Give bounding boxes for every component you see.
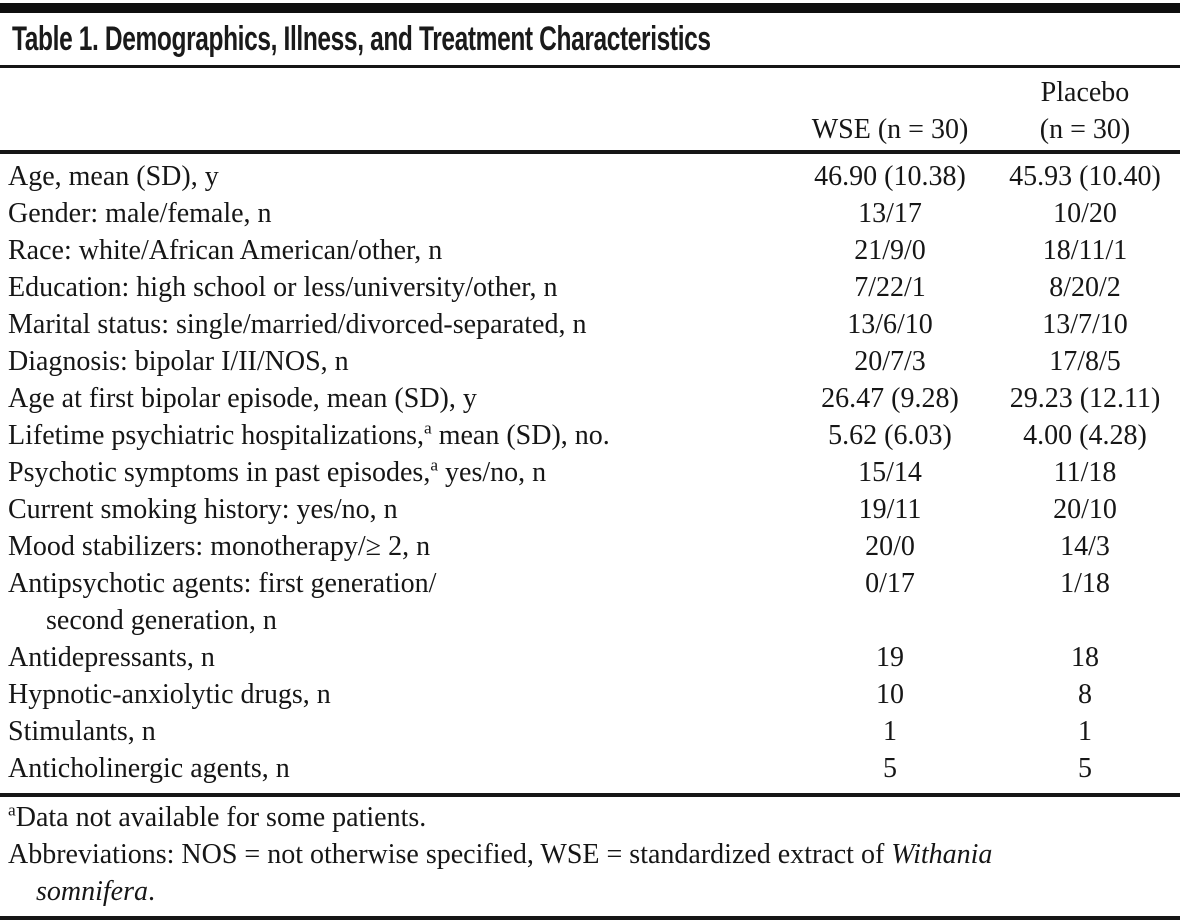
wse-value: 20/7/3 [854,346,926,377]
footnotes: aData not available for some patients. A… [0,797,1180,916]
wse-value: 19/11 [858,494,922,525]
table-row: Education: high school or less/universit… [0,269,1180,306]
table-row: Diagnosis: bipolar I/II/NOS, n 20/7/3 17… [0,343,1180,380]
table-row: Mood stabilizers: monotherapy/≥ 2, n 20/… [0,528,1180,565]
wse-value: 1 [883,716,897,747]
wse-value: 13/6/10 [847,309,933,340]
row-label: Current smoking history: yes/no, n [8,494,398,525]
footnote-marker: a [430,455,439,475]
table-row: Marital status: single/married/divorced-… [0,306,1180,343]
table-row: Stimulants, n 1 1 [0,713,1180,750]
placebo-value: 18 [1071,642,1099,673]
placebo-value: 5 [1078,753,1092,784]
table-row: Race: white/African American/other, n 21… [0,232,1180,269]
row-label: Age at first bipolar episode, mean (SD),… [8,383,477,414]
wse-value: 21/9/0 [854,235,926,266]
table-row: Age at first bipolar episode, mean (SD),… [0,380,1180,417]
column-header-placebo-line1: Placebo [1040,77,1130,108]
row-label: Race: white/African American/other, n [8,235,443,266]
wse-value: 7/22/1 [854,272,926,303]
placebo-value: 10/20 [1053,198,1117,229]
footnote-a: aData not available for some patients. [8,800,427,833]
footnote-abbreviations-line2: somnifera. [36,876,155,907]
footnote-abbreviations-line1: Abbreviations: NOS = not otherwise speci… [8,839,993,870]
row-label: Anticholinergic agents, n [8,753,290,784]
column-header-wse: WSE (n = 30) [811,114,969,145]
table-row: Current smoking history: yes/no, n 19/11… [0,491,1180,528]
species-name-italic: Withania [891,839,993,870]
table-row: Antipsychotic agents: first generation/ … [0,565,1180,639]
placebo-value: 8 [1078,679,1092,710]
wse-value: 10 [876,679,904,710]
placebo-value: 4.00 (4.28) [1023,420,1147,451]
row-label-continuation: second generation, n [46,605,277,636]
row-label: Antidepressants, n [8,642,215,673]
row-label: Diagnosis: bipolar I/II/NOS, n [8,346,349,377]
table-row: Anticholinergic agents, n 5 5 [0,750,1180,787]
wse-value: 20/0 [865,531,915,562]
table-row: Antidepressants, n 19 18 [0,639,1180,676]
wse-value: 19 [876,642,904,673]
wse-value: 5.62 (6.03) [828,420,952,451]
column-header-placebo: Placebo (n = 30) [990,74,1180,148]
divider [0,916,1180,920]
table-row: Age, mean (SD), y 46.90 (10.38) 45.93 (1… [0,158,1180,195]
row-label: Psychotic symptoms in past episodes,a ye… [8,455,547,488]
table-row: Hypnotic-anxiolytic drugs, n 10 8 [0,676,1180,713]
wse-value: 15/14 [858,457,922,488]
wse-value: 26.47 (9.28) [821,383,959,414]
row-label: Age, mean (SD), y [8,161,219,192]
placebo-value: 8/20/2 [1049,272,1121,303]
placebo-value: 17/8/5 [1049,346,1121,377]
table-row: Gender: male/female, n 13/17 10/20 [0,195,1180,232]
wse-value: 13/17 [858,198,922,229]
wse-value: 0/17 [865,568,915,599]
placebo-value: 18/11/1 [1042,235,1128,266]
row-label: Hypnotic-anxiolytic drugs, n [8,679,331,710]
placebo-value: 45.93 (10.40) [1009,161,1161,192]
row-label: Mood stabilizers: monotherapy/≥ 2, n [8,531,431,562]
column-header-placebo-line2: (n = 30) [1039,114,1131,145]
placebo-value: 29.23 (12.11) [1009,383,1161,414]
row-label: Lifetime psychiatric hospitalizations,a … [8,418,610,451]
row-label: Education: high school or less/universit… [8,272,558,303]
divider [0,150,1180,154]
table-title: Table 1. Demographics, Illness, and Trea… [12,19,711,58]
table-row: Psychotic symptoms in past episodes,a ye… [0,454,1180,491]
divider [0,65,1180,68]
placebo-value: 13/7/10 [1042,309,1128,340]
row-label: Marital status: single/married/divorced-… [8,309,587,340]
top-bar [0,3,1180,13]
placebo-value: 20/10 [1053,494,1117,525]
table-title-band: Table 1. Demographics, Illness, and Trea… [0,13,1180,65]
placebo-value: 11/18 [1053,457,1117,488]
placebo-value: 1/18 [1060,568,1110,599]
row-label: Stimulants, n [8,716,156,747]
column-header-row: WSE (n = 30) Placebo (n = 30) [0,68,1180,150]
footnote-marker: a [424,418,432,438]
row-label: Antipsychotic agents: first generation/ … [0,565,790,639]
placebo-value: 14/3 [1060,531,1110,562]
table-row: Lifetime psychiatric hospitalizations,a … [0,417,1180,454]
wse-value: 5 [883,753,897,784]
placebo-value: 1 [1078,716,1092,747]
table-body: Age, mean (SD), y 46.90 (10.38) 45.93 (1… [0,154,1180,793]
footnote-marker: a [8,800,16,820]
species-name-italic: somnifera [36,876,148,907]
wse-value: 46.90 (10.38) [814,161,966,192]
divider [0,793,1180,797]
row-label: Gender: male/female, n [8,198,272,229]
